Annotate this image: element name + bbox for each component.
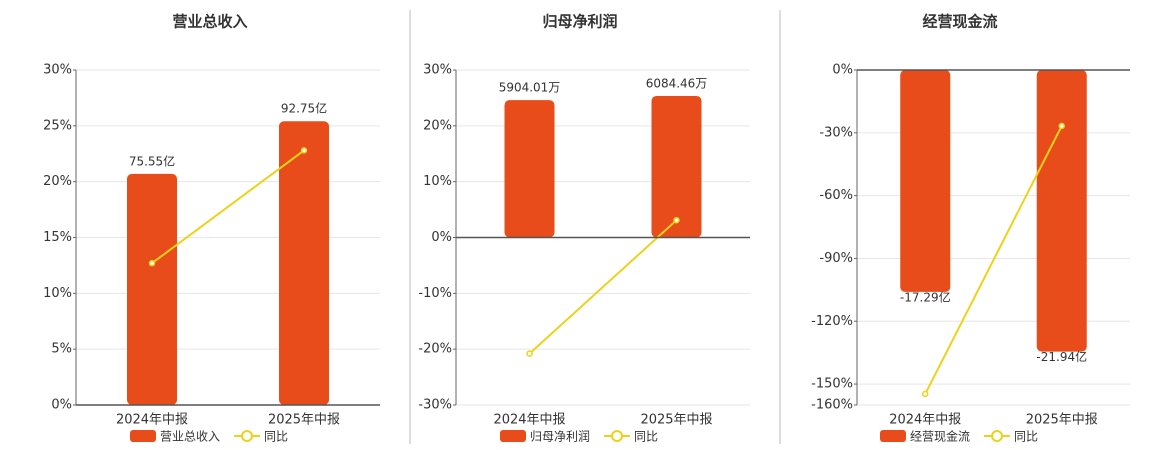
value-label: -17.29亿 [900, 289, 951, 304]
y-tick-label: 20% [423, 118, 452, 133]
y-tick-label: 15% [43, 230, 72, 245]
bar [1036, 70, 1087, 352]
bar [651, 95, 702, 238]
line-point [1058, 122, 1065, 130]
y-tick-label: -30% [418, 398, 452, 413]
y-tick-label: -90% [819, 251, 853, 266]
y-tick-label: 10% [423, 174, 452, 189]
y-tick-label: -160% [811, 398, 853, 413]
y-tick-label: 20% [43, 174, 72, 189]
y-tick-label: 10% [43, 286, 72, 301]
value-label: 75.55亿 [129, 153, 175, 168]
y-tick-label: -20% [418, 342, 452, 357]
x-tick-label: 2025年中报 [268, 413, 340, 428]
bar [127, 173, 177, 405]
y-tick-label: -120% [811, 314, 853, 329]
legend-label: 归母净利润 [530, 430, 590, 444]
legend-label: 同比 [264, 430, 288, 444]
value-label: 92.75亿 [281, 101, 327, 116]
bar [900, 70, 951, 292]
x-tick-label: 2024年中报 [889, 413, 961, 428]
y-tick-label: 0% [832, 63, 853, 78]
y-tick-label: -10% [418, 286, 452, 301]
legend-swatch [611, 430, 624, 442]
line [924, 125, 1063, 395]
x-tick-label: 2024年中报 [493, 413, 565, 428]
legend-swatch [880, 430, 906, 442]
line-point [526, 350, 533, 357]
chart-title: 归母净利润 [542, 13, 617, 31]
y-tick-label: 0% [431, 230, 452, 245]
y-tick-label: -60% [819, 188, 853, 203]
value-label: 5904.01万 [499, 81, 561, 95]
y-tick-label: 30% [43, 63, 72, 78]
y-tick-label: 0% [51, 398, 72, 413]
bar [504, 100, 555, 238]
y-tick-label: 5% [51, 342, 72, 357]
value-label: 6084.46万 [646, 76, 708, 90]
legend-swatch [241, 430, 254, 442]
line-point [673, 216, 680, 224]
line-point [922, 390, 929, 398]
legend-label: 经营现金流 [910, 429, 970, 444]
bar [279, 121, 329, 405]
chart-title: 营业总收入 [172, 13, 247, 31]
line [151, 149, 305, 264]
legend-label: 同比 [1014, 430, 1038, 444]
line-point [148, 259, 156, 267]
y-tick-label: -30% [819, 125, 853, 140]
value-label: -21.94亿 [1036, 349, 1087, 364]
y-tick-label: 25% [43, 118, 72, 133]
x-tick-label: 2024年中报 [116, 413, 188, 428]
legend-swatch [991, 430, 1004, 442]
line-point [300, 147, 308, 154]
legend-swatch [500, 430, 526, 442]
line [528, 219, 678, 355]
legend-label: 营业总收入 [160, 430, 220, 444]
legend-label: 同比 [634, 430, 658, 444]
chart-title: 经营现金流 [922, 13, 997, 31]
x-tick-label: 2025年中报 [1026, 413, 1098, 428]
x-tick-label: 2025年中报 [640, 413, 712, 428]
y-tick-label: -150% [811, 377, 853, 392]
y-tick-label: 30% [423, 63, 452, 78]
legend-swatch [130, 430, 156, 442]
